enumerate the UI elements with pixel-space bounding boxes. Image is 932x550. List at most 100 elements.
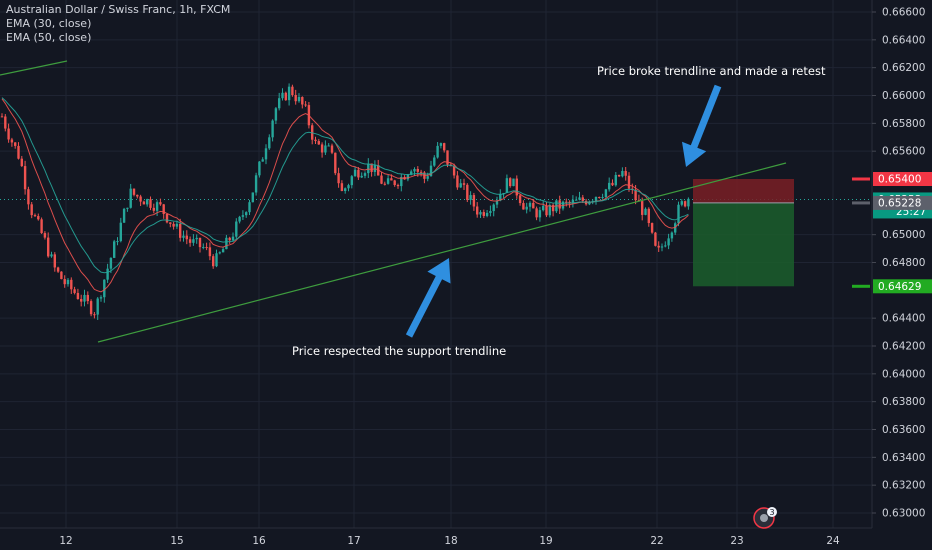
candle-body [294, 94, 297, 102]
candle-body [575, 199, 578, 201]
price-tick-label: 0.63200 [882, 480, 925, 492]
candle-body [185, 235, 188, 240]
candle-body [413, 168, 416, 172]
candle-body [670, 232, 674, 239]
candle-body [357, 169, 360, 178]
candle-body [367, 163, 370, 174]
trendlines[interactable] [0, 60, 787, 343]
candle-body [132, 188, 136, 195]
price-tick-label: 0.63600 [882, 424, 925, 436]
candle-body [152, 207, 155, 211]
arrow-retest [682, 84, 722, 167]
candle-body [476, 206, 479, 215]
candle-body [482, 212, 485, 216]
candle-body [436, 145, 439, 158]
candle-body [433, 157, 436, 166]
time-tick-label: 22 [650, 535, 663, 547]
upper-trendline [0, 60, 68, 76]
candle-body [291, 86, 294, 95]
candle-body [80, 299, 83, 302]
candle-body [17, 145, 20, 159]
candle-body [509, 178, 512, 187]
candle-body [518, 195, 522, 204]
candle-body [254, 175, 258, 193]
candle-body [188, 239, 192, 243]
candle-body [215, 253, 218, 267]
candle-body [20, 158, 23, 167]
symbol-title[interactable]: Australian Dollar / Swiss Franc, 1h, FXC… [6, 3, 231, 16]
annotation-retest: Price broke trendline and made a retest [597, 64, 826, 78]
candle-body [578, 197, 581, 200]
time-tick-label: 15 [170, 535, 183, 547]
candle-body [446, 150, 449, 165]
arrow-support [405, 258, 451, 338]
ema30-legend[interactable]: EMA (30, close) [6, 17, 92, 30]
candle-body [202, 247, 205, 249]
candle-body [73, 289, 76, 293]
candle-body [169, 222, 172, 224]
risk-reward-zones[interactable] [693, 179, 794, 287]
candle-body [353, 169, 357, 177]
candle-body [33, 215, 37, 217]
candle-body [159, 202, 162, 205]
candle-body [393, 180, 396, 186]
candle-body [347, 185, 350, 189]
candle-body [680, 201, 683, 205]
candle-body [212, 256, 215, 267]
candle-body [198, 237, 202, 248]
time-axis[interactable]: 12 15 16 17 18 19 22 23 24 [0, 527, 872, 550]
time-tick-label: 24 [826, 535, 840, 547]
price-axis[interactable]: 0.66600 0.66400 0.66200 0.66000 0.65800 0.656… [871, 0, 932, 550]
candle-body [410, 171, 413, 175]
candle-body [301, 97, 304, 105]
candle-body [103, 279, 106, 298]
candle-body [228, 237, 231, 241]
candle-body [284, 92, 287, 101]
ema30-line [1, 98, 689, 293]
ema-lines [1, 97, 689, 293]
candle-body [119, 222, 122, 242]
price-tick-label: 0.66400 [882, 34, 925, 46]
price-tick-label: 0.65000 [882, 229, 925, 241]
price-axis-bg [872, 0, 932, 550]
candle-body [677, 204, 680, 224]
candle-body [601, 197, 604, 199]
candle-body [479, 212, 482, 215]
candle-body [515, 178, 518, 196]
candle-body [472, 195, 476, 207]
time-tick-label: 18 [444, 535, 457, 547]
candle-body [390, 178, 393, 181]
candle-body [568, 201, 571, 204]
grid [0, 0, 872, 528]
candle-body [495, 200, 499, 205]
price-tick-label: 0.64200 [882, 341, 925, 353]
time-tick-label: 16 [252, 535, 266, 547]
candle-body [542, 205, 545, 211]
candle-body [627, 175, 631, 189]
candle-body [231, 236, 235, 241]
event-badge-count-bg [767, 507, 777, 517]
candle-body [660, 246, 664, 248]
candle-body [459, 183, 462, 188]
candle-body [469, 195, 472, 200]
ema50-legend[interactable]: EMA (50, close) [6, 31, 92, 44]
candle-body [386, 178, 390, 184]
candle-body [251, 192, 254, 203]
event-badge[interactable]: 3 [753, 507, 777, 529]
candle-body [337, 173, 340, 184]
candle-body [23, 166, 27, 190]
candle-body [380, 175, 383, 184]
support-trendline [97, 162, 787, 343]
candle-body [155, 202, 159, 211]
candle-body [363, 173, 367, 176]
candle-body [241, 215, 245, 217]
candle-body [538, 210, 542, 218]
candle-body [406, 174, 410, 180]
candle-body [86, 294, 89, 302]
candle-body [320, 144, 324, 153]
price-tick-label: 0.63800 [882, 396, 925, 408]
candle-body [96, 298, 99, 315]
candle-body [317, 141, 320, 145]
candle-body [238, 216, 241, 222]
